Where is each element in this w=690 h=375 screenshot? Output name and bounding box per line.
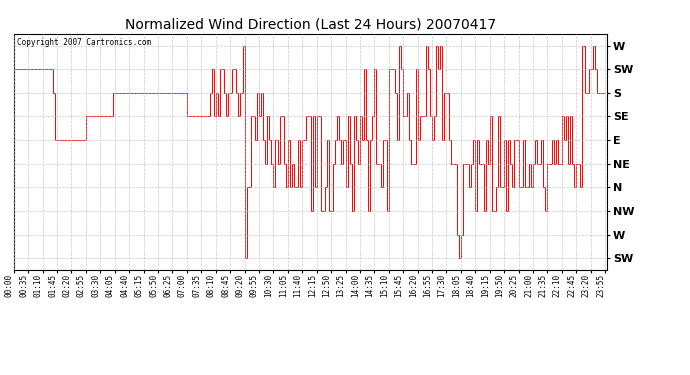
- Text: Copyright 2007 Cartronics.com: Copyright 2007 Cartronics.com: [17, 39, 151, 48]
- Title: Normalized Wind Direction (Last 24 Hours) 20070417: Normalized Wind Direction (Last 24 Hours…: [125, 17, 496, 31]
